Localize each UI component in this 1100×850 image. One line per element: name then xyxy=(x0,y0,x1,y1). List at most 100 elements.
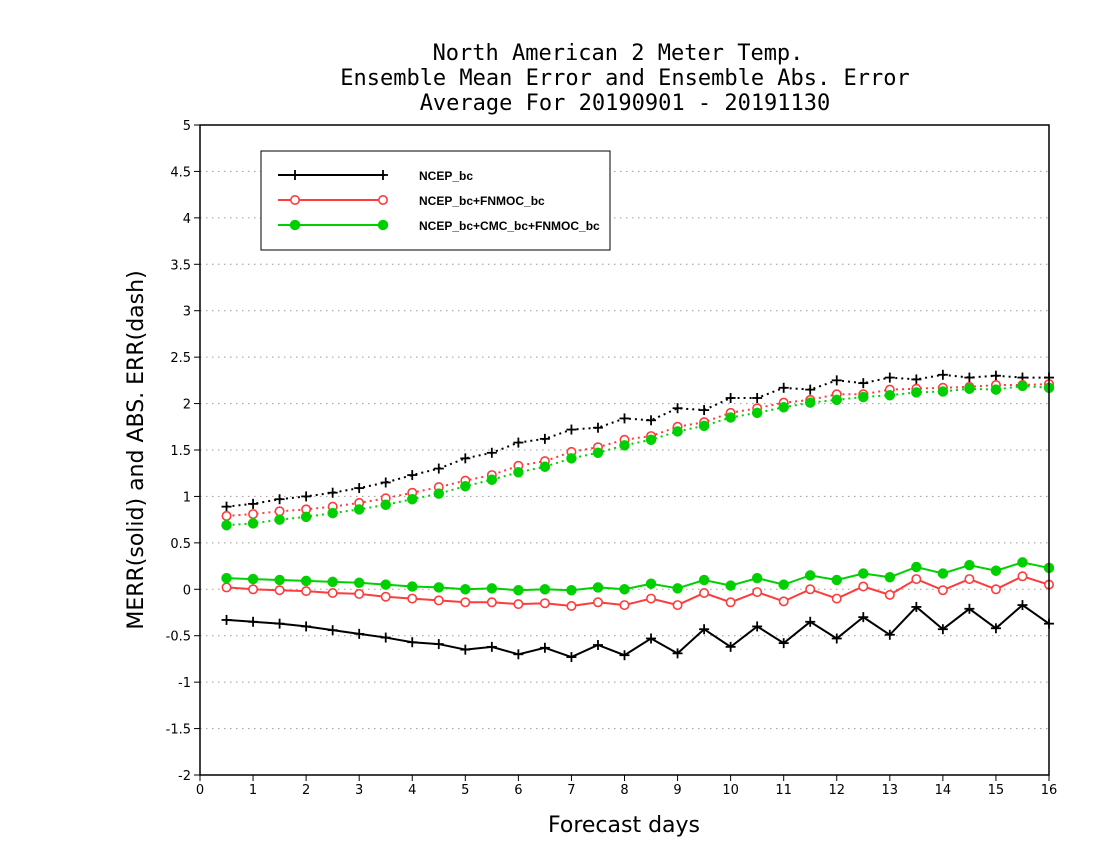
series-3-abs-err-line xyxy=(226,384,1050,527)
y-tick-label: 3 xyxy=(183,305,191,320)
series-2-mean-err-point xyxy=(433,595,444,606)
series-2-mean-err-point xyxy=(539,598,550,609)
series-3-mean-err-point xyxy=(221,572,232,584)
y-tick-label: -1.5 xyxy=(166,723,191,738)
series-1-mean-err-point xyxy=(433,639,444,650)
series-2-mean-err-point xyxy=(566,600,577,611)
series-2-mean-err-point xyxy=(752,587,763,598)
series-3-abs-err-point xyxy=(964,383,975,394)
series-3-abs-err-point xyxy=(353,504,365,515)
series-1-abs-err-point xyxy=(911,374,922,385)
series-3-mean-err-point xyxy=(858,568,869,579)
title-line-1: North American 2 Meter Temp. xyxy=(433,41,804,66)
x-tick-label: 9 xyxy=(673,783,681,798)
series-1-mean-err-point xyxy=(274,618,285,629)
y-tick-label: 4.5 xyxy=(170,165,191,180)
legend: NCEP_bc NCEP_bc+FNMOC_bc NCEP_bc+CMC_bc+FN… xyxy=(260,150,611,251)
series-2-mean-err-point xyxy=(407,593,418,604)
series-1-mean-err-point xyxy=(911,601,922,612)
series-2-mean-err-point xyxy=(248,584,259,595)
series-1-abs-err-point xyxy=(937,369,948,380)
y-tick-label: -1 xyxy=(178,676,191,691)
series-1-abs-err-point xyxy=(486,447,497,458)
series-2-mean-err-point xyxy=(672,600,683,611)
series-3-abs-err-point xyxy=(460,480,471,492)
series-1-mean-err-point xyxy=(778,638,789,649)
series-3-abs-err-point xyxy=(911,387,922,398)
series-1-mean-err-point xyxy=(248,616,259,627)
y-tick-label: 1 xyxy=(183,490,191,505)
series-3-mean-err-point xyxy=(460,584,471,595)
series-1-abs-err-point xyxy=(964,372,975,383)
series-1-mean-err-point xyxy=(354,628,365,639)
series-2-mean-err-point xyxy=(858,581,869,592)
series-3-mean-err-point xyxy=(698,574,710,586)
series-3-mean-err-line xyxy=(226,561,1050,592)
series-3-mean-err-point xyxy=(1017,557,1028,568)
series-1-mean-err-point xyxy=(1017,600,1028,611)
series-3-abs-err-point xyxy=(884,389,896,401)
series-1-abs-err-point xyxy=(274,494,285,505)
series-3-abs-err-point xyxy=(619,440,630,451)
series-2-abs-err-point xyxy=(221,510,232,521)
series-1-mean-err-point xyxy=(619,650,630,661)
series-2 xyxy=(221,379,1055,611)
axes: -2-1.5-1-0.500.511.522.533.544.550 1 2 3 4 5 6… xyxy=(166,119,1058,798)
legend-item-1: NCEP_bc xyxy=(278,169,473,183)
series-2-mean-err-point xyxy=(805,584,816,595)
series-3-mean-err-point xyxy=(804,570,816,581)
series-2-mean-err-point xyxy=(646,593,657,604)
series-3-mean-err-point xyxy=(566,584,577,596)
series-3-abs-err-point xyxy=(645,434,657,446)
series-1-mean-err-point xyxy=(566,652,577,663)
series-2-abs-err-point xyxy=(248,509,259,520)
x-axis-label: Forecast days xyxy=(548,813,700,838)
series-2-mean-err-point xyxy=(884,589,895,600)
series-3-mean-err-point xyxy=(964,559,975,571)
series-3-abs-err-point xyxy=(831,394,842,406)
x-tick-label: 14 xyxy=(935,783,952,798)
series-3-abs-err-point xyxy=(407,493,418,505)
series-layer xyxy=(221,369,1055,663)
series-1-mean-err-point xyxy=(964,603,975,614)
series-3 xyxy=(221,380,1055,596)
series-3-mean-err-point xyxy=(300,575,312,587)
series-2-mean-err-line xyxy=(226,575,1050,608)
legend-label: NCEP_bc+CMC_bc+FNMOC_bc xyxy=(419,219,600,233)
series-1-abs-err-point xyxy=(672,403,683,414)
series-3-abs-err-point xyxy=(698,420,710,432)
x-tick-label: 4 xyxy=(408,783,416,798)
series-2-mean-err-point xyxy=(778,596,789,607)
series-1-mean-err-point xyxy=(805,616,816,627)
series-1-mean-err-point xyxy=(990,623,1001,634)
y-tick-label: 2.5 xyxy=(170,351,191,366)
series-1-mean-err-point xyxy=(327,625,338,636)
legend-marker xyxy=(377,219,389,231)
series-2-mean-err-point xyxy=(221,582,232,593)
series-3-mean-err-point xyxy=(539,584,551,595)
series-3-abs-err-point xyxy=(778,402,789,413)
title-line-3: Average For 20190901 - 20191130 xyxy=(420,91,831,116)
series-2-mean-err-point xyxy=(964,574,975,585)
series-2-mean-err-point xyxy=(327,587,338,598)
series-1-mean-err-line xyxy=(226,603,1050,659)
series-3-mean-err-point xyxy=(247,573,259,585)
series-3-abs-err-point xyxy=(247,518,259,529)
series-1-mean-err-point xyxy=(486,641,497,652)
series-1-abs-err-point xyxy=(858,378,869,389)
series-1-abs-err-point xyxy=(778,382,789,393)
series-3-abs-err-point xyxy=(592,447,604,459)
series-3-mean-err-point xyxy=(884,571,896,583)
series-2-mean-err-point xyxy=(937,585,948,596)
series-3-mean-err-point xyxy=(619,584,630,595)
series-1-abs-err-line xyxy=(226,373,1049,508)
series-1-mean-err-point xyxy=(380,632,391,643)
title-line-2: Ensemble Mean Error and Ensemble Abs. Er… xyxy=(340,66,910,91)
x-tick-label: 11 xyxy=(775,783,792,798)
y-tick-label: -2 xyxy=(178,769,191,784)
x-tick-label: 8 xyxy=(620,783,628,798)
series-3-mean-err-point xyxy=(433,582,445,593)
series-1-abs-err-point xyxy=(539,433,550,444)
legend-marker xyxy=(377,195,388,206)
